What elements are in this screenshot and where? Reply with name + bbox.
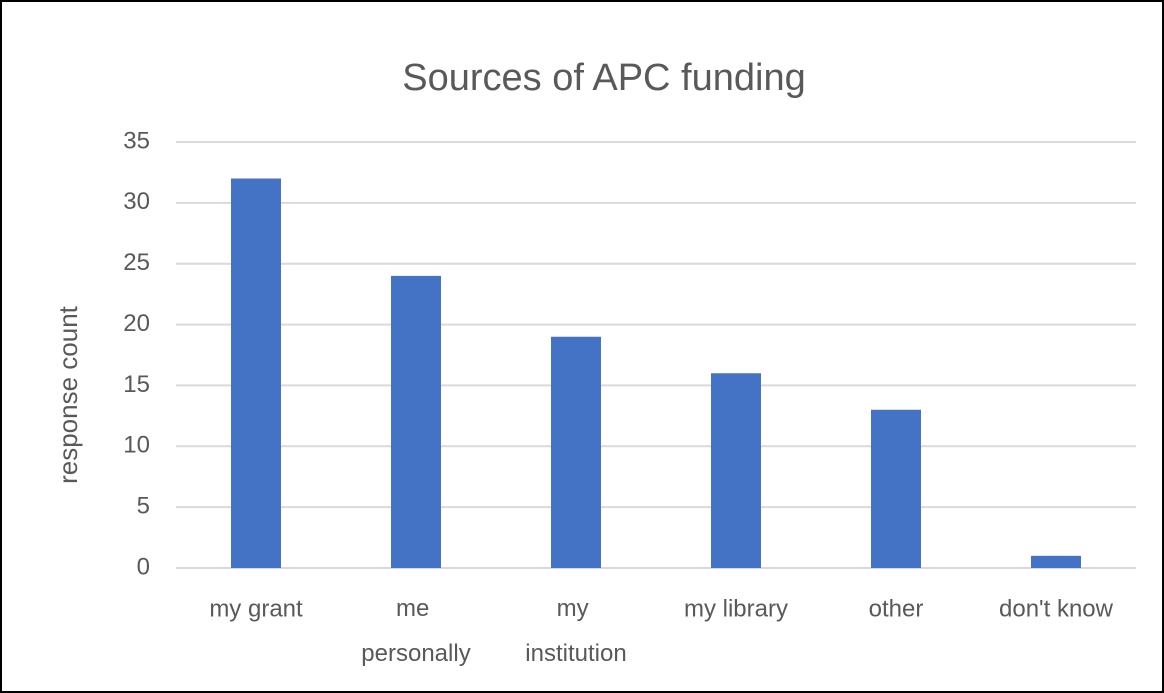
bar bbox=[711, 373, 761, 568]
x-tick-label: me personally bbox=[361, 595, 470, 667]
y-tick-label: 25 bbox=[123, 249, 150, 276]
bar bbox=[1031, 555, 1081, 568]
bar bbox=[551, 336, 601, 568]
chart-title: Sources of APC funding bbox=[402, 57, 805, 99]
y-tick-label: 20 bbox=[123, 310, 150, 337]
label-line: me bbox=[396, 595, 436, 622]
x-tick-label: other bbox=[869, 595, 924, 622]
x-tick-label: don't know bbox=[999, 595, 1114, 622]
label-line: my bbox=[557, 595, 596, 622]
y-tick-label: 10 bbox=[123, 432, 150, 459]
label-line: personally bbox=[361, 640, 470, 667]
x-tick-label: my grant bbox=[209, 595, 303, 622]
bar bbox=[871, 409, 921, 568]
y-tick-label: 0 bbox=[137, 553, 150, 580]
label-line: institution bbox=[525, 640, 626, 667]
bar bbox=[391, 275, 441, 568]
y-tick-label: 30 bbox=[123, 188, 150, 215]
y-tick-label: 35 bbox=[123, 127, 150, 154]
bar bbox=[231, 178, 281, 568]
y-axis-label: response count bbox=[53, 305, 83, 484]
x-tick-label: my library bbox=[684, 595, 788, 622]
y-tick-label: 5 bbox=[137, 492, 150, 519]
y-tick-label: 15 bbox=[123, 371, 150, 398]
x-tick-label: my institution bbox=[525, 595, 626, 667]
